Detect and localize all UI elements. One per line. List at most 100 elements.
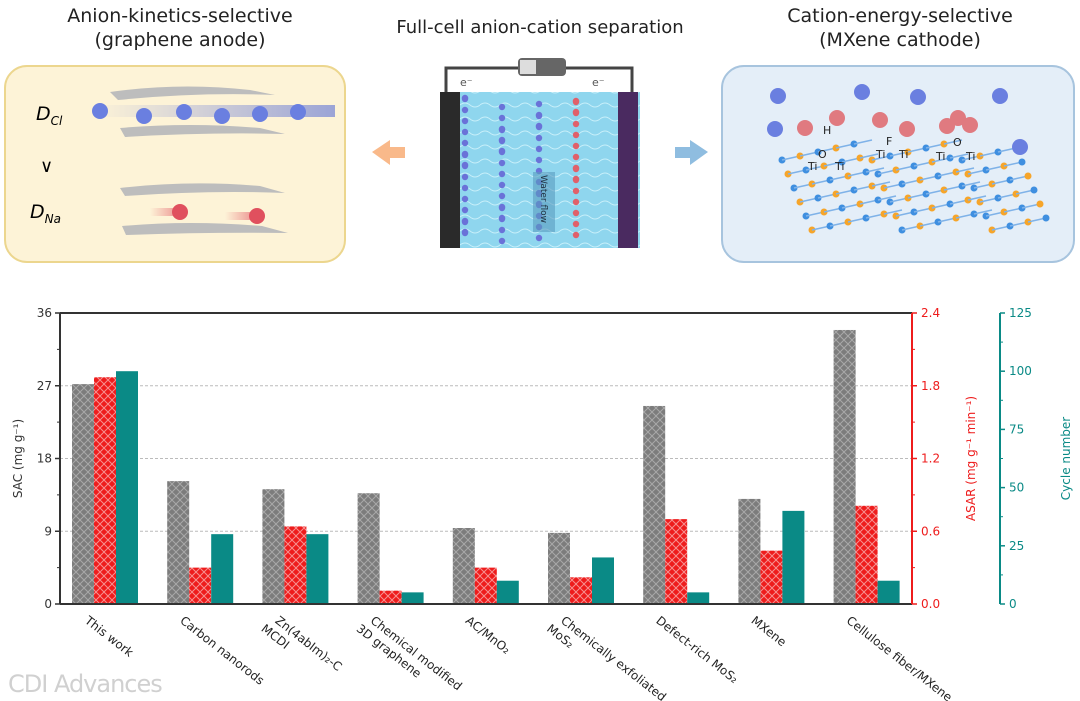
svg-text:Ti: Ti	[807, 160, 817, 173]
asar-tick-label: 0.0	[921, 597, 940, 611]
svg-text:Ti: Ti	[965, 150, 975, 163]
ion-dot	[572, 231, 580, 239]
ion-dot	[535, 112, 543, 120]
asar-tick-label: 1.2	[921, 452, 940, 466]
bond	[955, 167, 975, 173]
atom	[1036, 200, 1044, 208]
left-title-line: (graphene anode)	[94, 29, 266, 51]
ion-dot	[572, 120, 580, 128]
right-panel-title: Cation-energy-selective (MXene cathode)	[770, 4, 1030, 52]
bond	[949, 153, 969, 159]
watermark: CDI Advances	[8, 670, 163, 698]
svg-text:Ti: Ti	[898, 148, 908, 161]
ion-dot	[461, 184, 469, 192]
right-title-line: (MXene cathode)	[819, 29, 981, 51]
ion-dot	[461, 151, 469, 159]
ion-dot	[461, 218, 469, 226]
atom	[1030, 186, 1038, 194]
electron-label-right: e⁻	[592, 76, 605, 89]
cycle-tick-label: 25	[1009, 539, 1024, 553]
bar-asar	[94, 377, 116, 604]
ion-dot	[572, 220, 580, 228]
category-label-line: AC/MnO₂	[463, 613, 513, 657]
sodium-ions	[150, 204, 265, 224]
atom	[1024, 172, 1032, 180]
bar-sac	[357, 493, 380, 604]
bar-asar	[855, 505, 878, 604]
category-label: This work	[81, 613, 136, 660]
ion-dot	[498, 170, 506, 178]
ion-dot	[461, 173, 469, 181]
sac-tick-label: 9	[44, 524, 52, 538]
category-label: Defect-rich MoS₂	[653, 613, 741, 686]
sac-tick-label: 36	[37, 306, 52, 320]
ion-dot	[535, 134, 543, 142]
category-label-line: Defect-rich MoS₂	[653, 613, 741, 686]
atom	[1042, 214, 1050, 222]
bar-cycle-number	[496, 580, 519, 604]
left-panel-title: Anion-kinetics-selective (graphene anode…	[60, 4, 300, 52]
cycle-tick-label: 50	[1009, 481, 1024, 495]
anions	[767, 84, 1028, 155]
bar-asar	[284, 526, 307, 604]
ion-dot	[535, 156, 543, 164]
comparison-sign: ∨	[40, 156, 53, 177]
bond	[853, 139, 873, 145]
category-label-line: This work	[81, 613, 136, 660]
ion-dot	[572, 131, 580, 139]
center-panel-title: Full-cell anion-cation separation	[396, 17, 684, 38]
chloride-ions	[92, 103, 335, 124]
ion-dot	[461, 95, 469, 103]
ion-dot	[498, 192, 506, 200]
bar-cycle-number	[782, 510, 805, 604]
ion-dot	[461, 128, 469, 136]
svg-text:O: O	[818, 148, 827, 161]
ion-dot	[535, 234, 543, 242]
svg-text:Ti: Ti	[875, 148, 885, 161]
bond	[961, 181, 981, 187]
category-label-line: Cellulose fiber/MXene	[844, 613, 955, 701]
bar-cycle-number	[592, 557, 614, 604]
category-label: AC/MnO₂	[463, 613, 513, 657]
bar-asar	[570, 577, 592, 604]
ion-dot	[498, 237, 506, 245]
ion-dot	[461, 117, 469, 125]
ion-dot	[572, 142, 580, 150]
ion-dot	[572, 187, 580, 195]
bar-cycle-number	[877, 580, 900, 604]
mxene-lattice	[778, 139, 1050, 234]
graphene-electrode	[440, 92, 460, 248]
bar-cycle-number	[306, 534, 329, 604]
ion-dot	[535, 123, 543, 131]
cycle-tick-label: 125	[1009, 306, 1032, 320]
ion-dot	[498, 148, 506, 156]
ion-dot	[498, 204, 506, 212]
schematic: DCl ∨ DNa e⁻ e⁻ Water flow HO Ti Ti F Ti T…	[4, 58, 1075, 263]
bond	[883, 209, 903, 215]
bar-asar	[760, 550, 783, 604]
ion-dot	[535, 145, 543, 153]
cycle-tick-label: 75	[1009, 422, 1024, 436]
ion-dot	[535, 100, 543, 108]
bond	[967, 195, 987, 201]
bar-sac	[548, 532, 570, 604]
d-cl-label: DCl	[36, 103, 63, 128]
bond	[865, 167, 885, 173]
bar-cycle-number	[687, 592, 710, 604]
asar-tick-label: 0.6	[921, 524, 940, 538]
category-label: Cellulose fiber/MXene	[844, 613, 955, 701]
category-label-line: MXene	[749, 613, 789, 649]
bar-sac	[262, 489, 285, 604]
graphene-sheets	[110, 86, 288, 235]
ion-dot	[572, 165, 580, 173]
ion-dot	[461, 139, 469, 147]
water-flow-label: Water flow	[538, 175, 548, 223]
bar-asar	[379, 590, 402, 604]
cycle-axis-title: Cycle number	[1059, 417, 1073, 501]
asar-tick-label: 1.8	[921, 379, 940, 393]
ion-dot	[572, 98, 580, 106]
atom	[1018, 158, 1026, 166]
ion-dot	[572, 209, 580, 217]
